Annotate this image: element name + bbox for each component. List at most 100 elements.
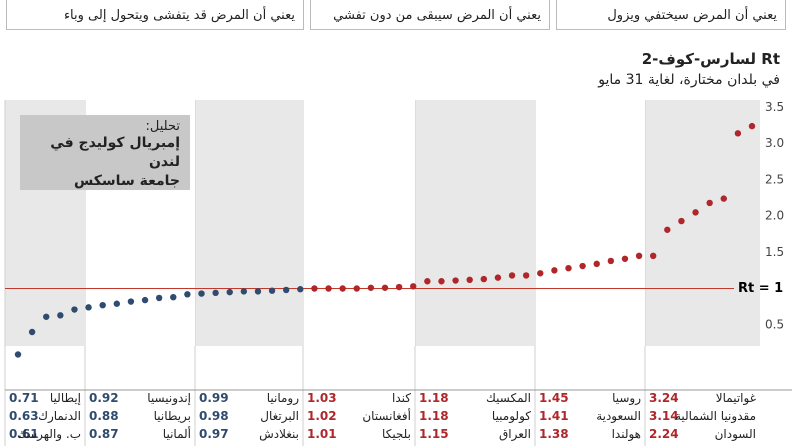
dot [240, 288, 248, 295]
dot [381, 284, 389, 291]
dot [339, 285, 346, 292]
band [303, 100, 415, 346]
dot [325, 285, 332, 292]
y-tick-label: 3.0 [765, 136, 784, 150]
annotation: تحليل: إمبريال كوليدج في لندن جامعة ساسك… [20, 115, 190, 190]
y-tick-label: 2.0 [765, 209, 784, 223]
table-name: كولومبيا [491, 409, 531, 423]
dot [99, 301, 106, 309]
annotation-heading: تحليل: [145, 119, 180, 134]
band [415, 100, 535, 346]
legend-box: يعني أن المرض سيبقى من دون تفشي [310, 0, 550, 30]
dot [706, 199, 713, 207]
table-name: مقدونيا الشمالية [674, 409, 756, 423]
dot [212, 289, 219, 297]
annotation-line: جامعة ساسكس [73, 173, 180, 189]
table-value: 1.18 [419, 409, 449, 423]
dot [311, 285, 318, 292]
dot [353, 285, 360, 292]
dot [565, 265, 572, 272]
table-name: إيطاليا [49, 391, 81, 405]
table-value: 0.87 [89, 427, 119, 441]
table-value: 0.97 [199, 427, 229, 441]
table-name: كندا [392, 391, 411, 405]
table-value: 1.18 [419, 391, 449, 405]
dot [43, 313, 50, 320]
table-value: 1.41 [539, 409, 569, 423]
dot [410, 283, 417, 290]
table-name: غواتيمالا [715, 391, 756, 405]
dot [85, 304, 92, 311]
bands [4, 100, 760, 446]
dot [593, 260, 600, 268]
dot [170, 294, 177, 301]
dot [297, 286, 304, 293]
table-name: روسيا [612, 391, 641, 405]
table-value: 3.14 [649, 409, 679, 423]
dot [621, 255, 629, 262]
dot [452, 277, 459, 284]
table-value: 1.45 [539, 391, 569, 405]
table-name: ألمانيا [162, 427, 191, 441]
table-name: المكسيك [486, 391, 531, 405]
chart-title: Rt لسارس-كوف-2 [641, 50, 780, 68]
dot [480, 275, 488, 283]
dot [664, 226, 671, 233]
annotation-line: إمبريال كوليدج في لندن [50, 135, 180, 170]
dot [438, 278, 445, 285]
dot [14, 351, 22, 358]
table-value: 0.92 [89, 391, 119, 405]
table-name: بلجيكا [382, 427, 411, 441]
band [535, 100, 645, 346]
table-value: 0.98 [199, 409, 229, 423]
table-name: الدنمارك [38, 409, 81, 423]
dot [720, 195, 727, 202]
dot [254, 288, 262, 295]
dot [522, 272, 530, 279]
legend-box: يعني أن المرض قد يتفشى ويتحول إلى وباء [6, 0, 304, 30]
dot [282, 286, 290, 294]
dot [635, 252, 643, 260]
table-value: 2.24 [649, 427, 679, 441]
table-name: ب. والهرسك [16, 427, 81, 441]
dot [367, 284, 375, 291]
dot [537, 270, 544, 277]
dot [184, 291, 191, 298]
table-name: السعودية [596, 409, 641, 423]
dot [748, 122, 756, 130]
table-name: العراق [498, 427, 531, 441]
dot [198, 290, 205, 297]
dot [551, 267, 558, 274]
y-tick-label: 0.5 [765, 317, 784, 331]
dot [71, 306, 78, 313]
table-value: 1.15 [419, 427, 449, 441]
table-name: البرتغال [260, 409, 299, 423]
dot [734, 130, 742, 137]
chart-subtitle: في بلدان مختارة، لغاية 31 مايو [598, 72, 780, 88]
table-value: 1.02 [307, 409, 337, 423]
dot [395, 283, 403, 291]
y-tick-label: 3.5 [765, 100, 784, 114]
dot [113, 300, 121, 307]
y-tick-label: 1.5 [765, 245, 784, 259]
legend-box: يعني أن المرض سيختفي ويزول [556, 0, 786, 30]
table-name: بنغلادش [259, 427, 299, 441]
dot [155, 294, 163, 302]
table-value: 1.03 [307, 391, 337, 405]
dot [226, 288, 233, 296]
table-name: السودان [714, 427, 756, 441]
table-name: هولندا [611, 427, 641, 441]
dot [141, 296, 149, 304]
table-name: بريطانيا [153, 409, 191, 423]
table-value: 3.24 [649, 391, 679, 405]
dot [508, 272, 516, 279]
table-value: 0.61 [9, 427, 39, 441]
dot [57, 312, 64, 319]
dot [678, 217, 685, 225]
table-value: 0.63 [9, 409, 39, 423]
dot [127, 298, 135, 305]
table-value: 0.99 [199, 391, 229, 405]
dot [28, 328, 36, 336]
table-value: 0.71 [9, 391, 39, 405]
